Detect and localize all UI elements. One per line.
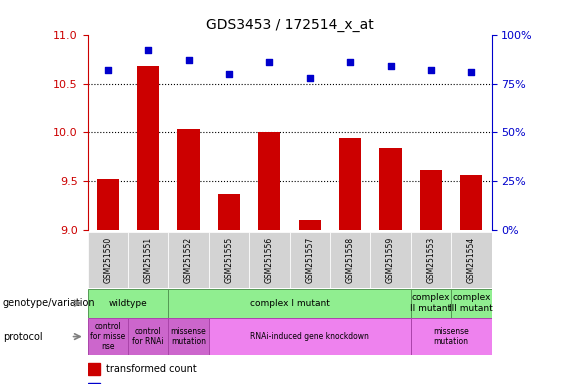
Bar <box>128 318 168 355</box>
Bar <box>249 232 289 288</box>
Point <box>386 63 395 69</box>
Bar <box>460 175 483 230</box>
Text: GSM251555: GSM251555 <box>224 237 233 283</box>
Point <box>103 67 112 73</box>
Text: GSM251551: GSM251551 <box>144 237 153 283</box>
Bar <box>218 194 240 230</box>
Point <box>305 74 314 81</box>
Text: missense
mutation: missense mutation <box>171 327 206 346</box>
Text: complex
II mutant: complex II mutant <box>410 293 451 313</box>
Bar <box>411 289 451 318</box>
Text: GSM251553: GSM251553 <box>427 237 436 283</box>
Text: GSM251554: GSM251554 <box>467 237 476 283</box>
Bar <box>339 138 361 230</box>
Point <box>265 59 274 65</box>
Bar <box>290 232 330 288</box>
Text: GSM251552: GSM251552 <box>184 237 193 283</box>
Bar <box>258 132 280 230</box>
Bar <box>168 232 209 288</box>
Text: GSM251558: GSM251558 <box>346 237 355 283</box>
Bar <box>330 232 371 288</box>
Point <box>346 59 355 65</box>
Bar <box>371 232 411 288</box>
Text: RNAi-induced gene knockdown: RNAi-induced gene knockdown <box>250 332 369 341</box>
Bar <box>209 232 249 288</box>
Bar <box>380 148 402 230</box>
Point <box>224 71 233 77</box>
Point <box>467 69 476 75</box>
Text: complex I mutant: complex I mutant <box>250 299 329 308</box>
Bar <box>88 363 99 375</box>
Point <box>427 67 436 73</box>
Bar <box>299 220 321 230</box>
Bar <box>168 289 411 318</box>
Bar <box>88 383 99 384</box>
Bar <box>177 129 199 230</box>
Text: complex
III mutant: complex III mutant <box>450 293 493 313</box>
Bar <box>411 318 492 355</box>
Text: GSM251550: GSM251550 <box>103 237 112 283</box>
Text: wildtype: wildtype <box>108 299 147 308</box>
Text: protocol: protocol <box>3 331 42 342</box>
Text: genotype/variation: genotype/variation <box>3 298 95 308</box>
Bar <box>128 232 168 288</box>
Bar <box>137 66 159 230</box>
Point <box>184 57 193 63</box>
Bar <box>420 170 442 230</box>
Bar <box>411 232 451 288</box>
Bar <box>88 232 128 288</box>
Bar <box>168 318 209 355</box>
Text: control
for misse
nse: control for misse nse <box>90 322 125 351</box>
Text: GSM251559: GSM251559 <box>386 237 395 283</box>
Point <box>144 47 153 53</box>
Title: GDS3453 / 172514_x_at: GDS3453 / 172514_x_at <box>206 18 373 32</box>
Text: control
for RNAi: control for RNAi <box>132 327 164 346</box>
Text: GSM251556: GSM251556 <box>265 237 274 283</box>
Bar <box>88 289 168 318</box>
Bar <box>88 318 128 355</box>
Text: transformed count: transformed count <box>106 364 197 374</box>
Bar <box>451 232 492 288</box>
Text: missense
mutation: missense mutation <box>433 327 469 346</box>
Bar <box>97 179 119 230</box>
Bar <box>209 318 411 355</box>
Bar <box>451 289 492 318</box>
Text: GSM251557: GSM251557 <box>305 237 314 283</box>
